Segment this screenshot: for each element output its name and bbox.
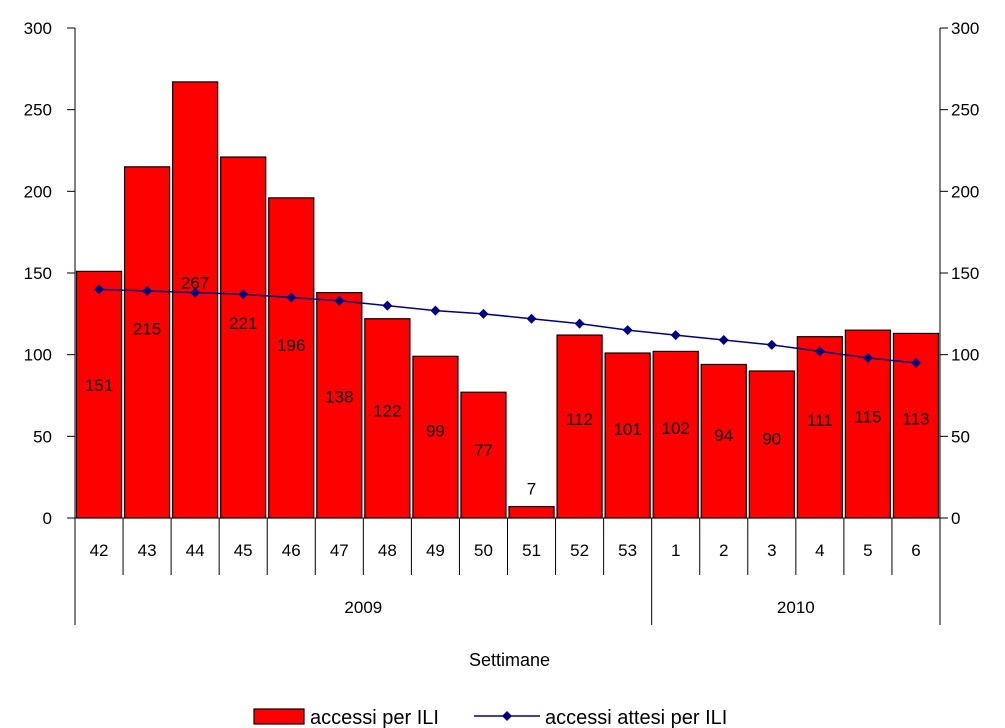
line-point [766, 339, 777, 350]
legend-label-line: accessi attesi per ILI [545, 707, 727, 728]
y-tick-label-right: 300 [951, 19, 979, 38]
x-tick-label: 43 [138, 541, 157, 560]
bar-value-label: 151 [85, 376, 113, 395]
bar-value-label: 77 [474, 441, 493, 460]
line-path [99, 288, 917, 364]
y-tick-label-right: 0 [951, 509, 960, 528]
legend-label-bars: accessi per ILI [310, 707, 439, 728]
x-group-label: 2009 [344, 598, 382, 617]
line-point [190, 287, 201, 298]
x-tick-label: 46 [282, 541, 301, 560]
bar [123, 166, 171, 519]
bar [268, 197, 315, 519]
legend-swatch-bars [253, 708, 305, 725]
bar-value-label: 90 [762, 430, 781, 449]
x-tick-label: 42 [90, 541, 109, 560]
y-tick-label-left: 100 [24, 346, 52, 365]
line-point [718, 334, 729, 345]
bar-value-label: 112 [566, 410, 593, 429]
x-tick-label: 6 [911, 541, 920, 560]
bar-value-label: 122 [373, 401, 401, 420]
bar [316, 292, 363, 519]
axes: 0 0 50 50 100 100 150 150 200 200 250 250 300 300 [24, 19, 980, 528]
bar-value-label: 115 [854, 408, 881, 427]
y-tick-label-left: 0 [43, 509, 52, 528]
line-point [478, 308, 489, 319]
y-tick-label-right: 200 [951, 182, 979, 201]
bar [748, 370, 795, 519]
bar-value-label: 215 [133, 319, 161, 338]
line-point [622, 325, 633, 336]
bar-value-label: 196 [277, 336, 305, 355]
bar-value-label: 94 [714, 426, 733, 445]
line-point [430, 305, 441, 316]
y-tick-label-right: 50 [951, 427, 970, 446]
line-point [238, 289, 249, 300]
line-point [286, 292, 297, 303]
bar [604, 352, 651, 519]
x-tick-label: 5 [863, 541, 872, 560]
bar-series [75, 81, 940, 519]
x-tick-label: 44 [186, 541, 205, 560]
x-tick-label: 2 [719, 541, 728, 560]
y-tick-label-left: 150 [24, 264, 52, 283]
line-point [526, 313, 537, 324]
x-axis-title: Settimane [469, 650, 550, 670]
bar [652, 350, 699, 519]
x-tick-label: 53 [618, 541, 637, 560]
x-tick-label: 45 [234, 541, 253, 560]
y-tick-label-right: 250 [951, 101, 979, 120]
bar-value-label: 221 [229, 314, 257, 333]
y-tick-label-left: 300 [24, 19, 52, 38]
legend-marker-line [502, 711, 512, 721]
bar-value-label: 99 [426, 422, 445, 441]
line-series [94, 284, 921, 368]
x-tick-label: 47 [330, 541, 349, 560]
y-tick-label-left: 50 [33, 427, 52, 446]
line-point [862, 352, 873, 363]
x-tick-label: 1 [671, 541, 680, 560]
x-tick-label: 4 [815, 541, 824, 560]
bar [508, 505, 555, 519]
x-group-label: 2010 [777, 598, 815, 617]
x-tick-label: 52 [570, 541, 589, 560]
x-tick-label: 50 [474, 541, 493, 560]
line-point [814, 346, 825, 357]
bar [364, 318, 411, 519]
x-tick-label: 48 [378, 541, 397, 560]
x-tick-label: 3 [767, 541, 776, 560]
bar [172, 81, 219, 519]
x-tick-label: 51 [522, 541, 541, 560]
line-point [670, 330, 681, 341]
x-tick-label: 49 [426, 541, 445, 560]
bar-value-label: 101 [613, 420, 641, 439]
y-tick-label-left: 200 [24, 182, 52, 201]
y-tick-label-left: 250 [24, 101, 52, 120]
line-point [910, 357, 921, 368]
bar [412, 355, 459, 519]
line-point [574, 318, 585, 329]
line-point [94, 284, 105, 295]
legend: accessi per ILI accessi attesi per ILI [253, 707, 727, 728]
y-tick-label-right: 150 [951, 264, 979, 283]
bar [220, 156, 267, 519]
line-point [334, 295, 345, 306]
line-point [382, 300, 393, 311]
bar-value-label: 7 [527, 480, 536, 499]
bar [844, 329, 892, 519]
bar-value-label: 138 [325, 387, 353, 406]
bar-value-label: 102 [662, 419, 690, 438]
bar-value-label: 267 [181, 274, 209, 293]
bar-value-label: 113 [902, 409, 929, 428]
bar [700, 363, 747, 519]
y-tick-label-right: 100 [951, 346, 979, 365]
line-point [142, 285, 153, 296]
bar [556, 334, 603, 519]
bar-value-label: 111 [807, 411, 833, 430]
bar [460, 391, 507, 519]
